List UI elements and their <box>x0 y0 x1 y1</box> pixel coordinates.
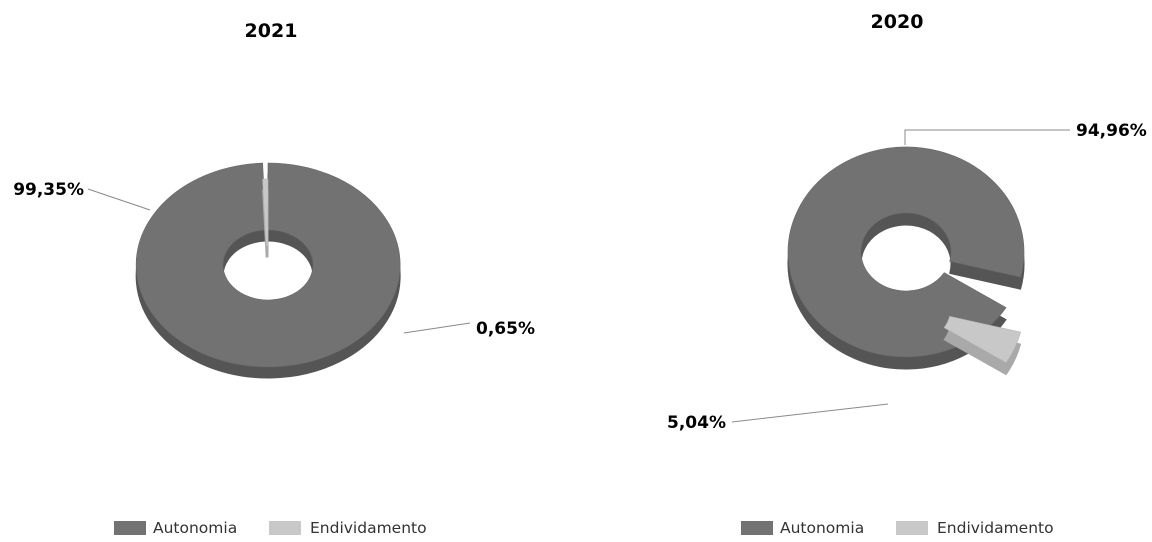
value-label-endividamento-2021: 0,65% <box>476 319 535 339</box>
value-label-autonomia-2020: 94,96% <box>1076 121 1147 141</box>
leader-line-endividamento-2020 <box>731 403 889 423</box>
slice-autonomia-2020 <box>787 146 1025 358</box>
chart-title-2020: 2020 <box>871 11 924 33</box>
chart-2020: 2020 94,96% 5,04% Autonomia Endividament… <box>667 11 1147 537</box>
donut-2021 <box>135 162 401 379</box>
legend-swatch-endividamento-2020 <box>896 521 928 535</box>
chart-title-2021: 2021 <box>245 20 298 42</box>
value-label-endividamento-2020: 5,04% <box>667 413 726 433</box>
legend-label-endividamento-2020: Endividamento <box>937 519 1054 537</box>
legend-label-autonomia-2021: Autonomia <box>153 519 237 537</box>
slice-endividamento-2020 <box>943 315 1021 364</box>
legend-swatch-endividamento-2021 <box>269 521 301 535</box>
legend-swatch-autonomia-2020 <box>741 521 773 535</box>
chart-2021: 2021 99,35% 0,65% Autonomia Endividament… <box>13 20 535 537</box>
leader-line-endividamento-2021 <box>403 322 471 334</box>
donut-2020 <box>787 146 1025 376</box>
value-label-autonomia-2021: 99,35% <box>13 180 84 200</box>
leader-line-autonomia-2021 <box>87 188 151 211</box>
legend-2020: Autonomia Endividamento <box>741 519 1054 537</box>
legend-label-autonomia-2020: Autonomia <box>780 519 864 537</box>
leader-line-autonomia-2020 <box>904 129 1070 145</box>
legend-label-endividamento-2021: Endividamento <box>310 519 427 537</box>
legend-swatch-autonomia-2021 <box>114 521 146 535</box>
legend-2021: Autonomia Endividamento <box>114 519 427 537</box>
slice-autonomia-2021 <box>135 162 401 368</box>
slice-endividamento-2021 <box>262 178 269 247</box>
